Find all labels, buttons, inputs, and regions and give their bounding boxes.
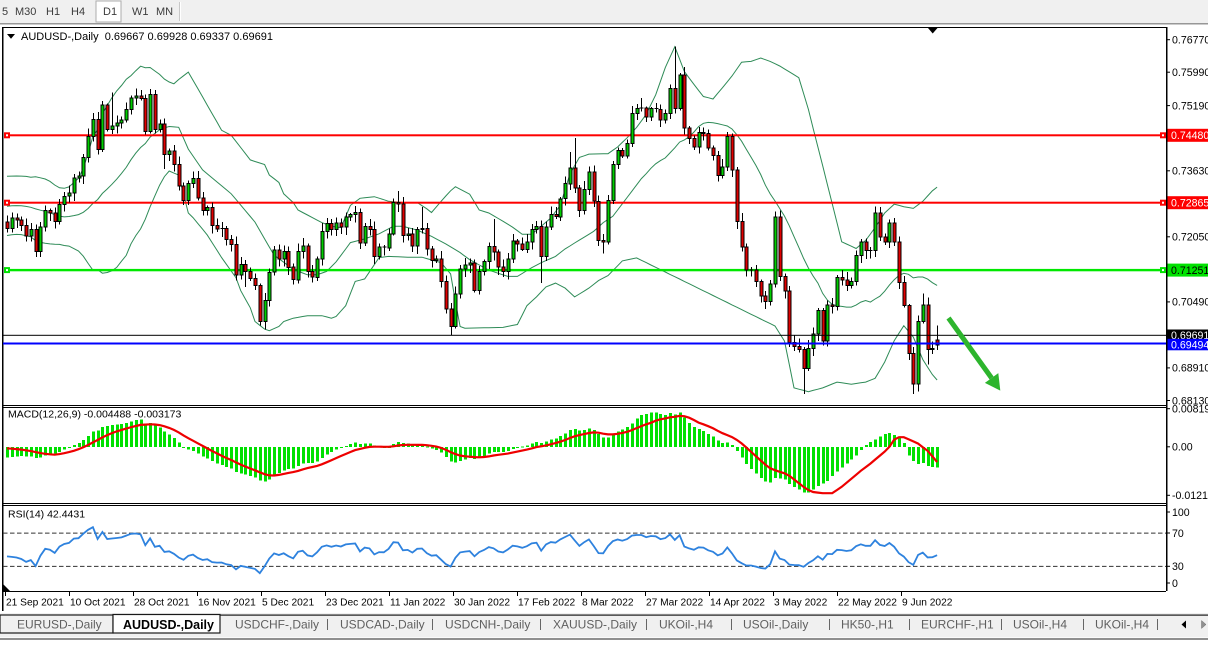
svg-text:11 Jan 2022: 11 Jan 2022 xyxy=(390,598,446,609)
svg-text:21 Sep 2021: 21 Sep 2021 xyxy=(6,598,64,609)
svg-text:M30: M30 xyxy=(15,6,36,18)
svg-text:0.008197: 0.008197 xyxy=(1172,404,1208,416)
svg-text:USOil-,H4: USOil-,H4 xyxy=(1013,618,1067,632)
svg-text:AUDUSD-,Daily: AUDUSD-,Daily xyxy=(123,618,214,632)
svg-text:0.71251: 0.71251 xyxy=(1171,265,1208,277)
svg-text:H1: H1 xyxy=(46,6,60,18)
svg-text:UKOil-,H4: UKOil-,H4 xyxy=(1095,618,1149,632)
svg-text:10 Oct 2021: 10 Oct 2021 xyxy=(70,598,126,609)
svg-text:100: 100 xyxy=(1172,507,1190,519)
svg-text:5 Dec 2021: 5 Dec 2021 xyxy=(262,598,314,609)
svg-text:0.76770: 0.76770 xyxy=(1172,34,1208,46)
svg-text:HK50-,H1: HK50-,H1 xyxy=(841,618,894,632)
svg-text:RSI(14) 42.4431: RSI(14) 42.4431 xyxy=(8,509,85,521)
svg-text:UKOil-,H4: UKOil-,H4 xyxy=(659,618,713,632)
svg-text:D1: D1 xyxy=(103,6,117,18)
svg-text:8 Mar 2022: 8 Mar 2022 xyxy=(582,598,634,609)
svg-text:EURCHF-,H1: EURCHF-,H1 xyxy=(921,618,994,632)
svg-text:17 Feb 2022: 17 Feb 2022 xyxy=(518,598,576,609)
svg-text:30 Jan 2022: 30 Jan 2022 xyxy=(454,598,510,609)
svg-text:0.68910: 0.68910 xyxy=(1172,363,1208,375)
svg-text:0.74480: 0.74480 xyxy=(1171,130,1208,142)
svg-text:0.73630: 0.73630 xyxy=(1172,166,1208,178)
svg-text:27 Mar 2022: 27 Mar 2022 xyxy=(646,598,704,609)
svg-text:70: 70 xyxy=(1172,528,1184,540)
svg-text:22 May 2022: 22 May 2022 xyxy=(838,598,897,609)
svg-text:W1: W1 xyxy=(132,6,149,18)
svg-text:0.75990: 0.75990 xyxy=(1172,67,1208,79)
svg-text:H4: H4 xyxy=(71,6,85,18)
svg-text:MACD(12,26,9) -0.004488 -0.003: MACD(12,26,9) -0.004488 -0.003173 xyxy=(8,409,182,421)
svg-text:28 Oct 2021: 28 Oct 2021 xyxy=(134,598,190,609)
svg-text:MN: MN xyxy=(156,6,173,18)
svg-text:0: 0 xyxy=(1172,578,1178,590)
svg-text:XAUUSD-,Daily: XAUUSD-,Daily xyxy=(553,618,637,632)
svg-text:-0.01212: -0.01212 xyxy=(1172,490,1208,502)
svg-text:0.70490: 0.70490 xyxy=(1172,297,1208,309)
svg-text:AUDUSD-,Daily 0.69667 0.69928: AUDUSD-,Daily 0.69667 0.69928 0.69337 0.… xyxy=(21,31,273,43)
svg-text:9 Jun 2022: 9 Jun 2022 xyxy=(902,598,953,609)
svg-text:0.72050: 0.72050 xyxy=(1172,232,1208,244)
svg-text:0.69494: 0.69494 xyxy=(1171,339,1208,351)
svg-text:30: 30 xyxy=(1172,561,1184,573)
svg-text:0.75190: 0.75190 xyxy=(1172,100,1208,112)
svg-text:USOil-,Daily: USOil-,Daily xyxy=(743,618,808,632)
svg-text:16 Nov 2021: 16 Nov 2021 xyxy=(198,598,256,609)
svg-text:USDCHF-,Daily: USDCHF-,Daily xyxy=(235,618,319,632)
svg-text:0.72865: 0.72865 xyxy=(1171,198,1208,210)
svg-text:14 Apr 2022: 14 Apr 2022 xyxy=(710,598,765,609)
svg-text:3 May 2022: 3 May 2022 xyxy=(774,598,828,609)
svg-text:USDCNH-,Daily: USDCNH-,Daily xyxy=(445,618,530,632)
svg-text:USDCAD-,Daily: USDCAD-,Daily xyxy=(340,618,425,632)
svg-text:23 Dec 2021: 23 Dec 2021 xyxy=(326,598,384,609)
svg-text:5: 5 xyxy=(2,6,8,18)
svg-text:0.00: 0.00 xyxy=(1172,442,1193,454)
svg-text:EURUSD-,Daily: EURUSD-,Daily xyxy=(17,618,102,632)
